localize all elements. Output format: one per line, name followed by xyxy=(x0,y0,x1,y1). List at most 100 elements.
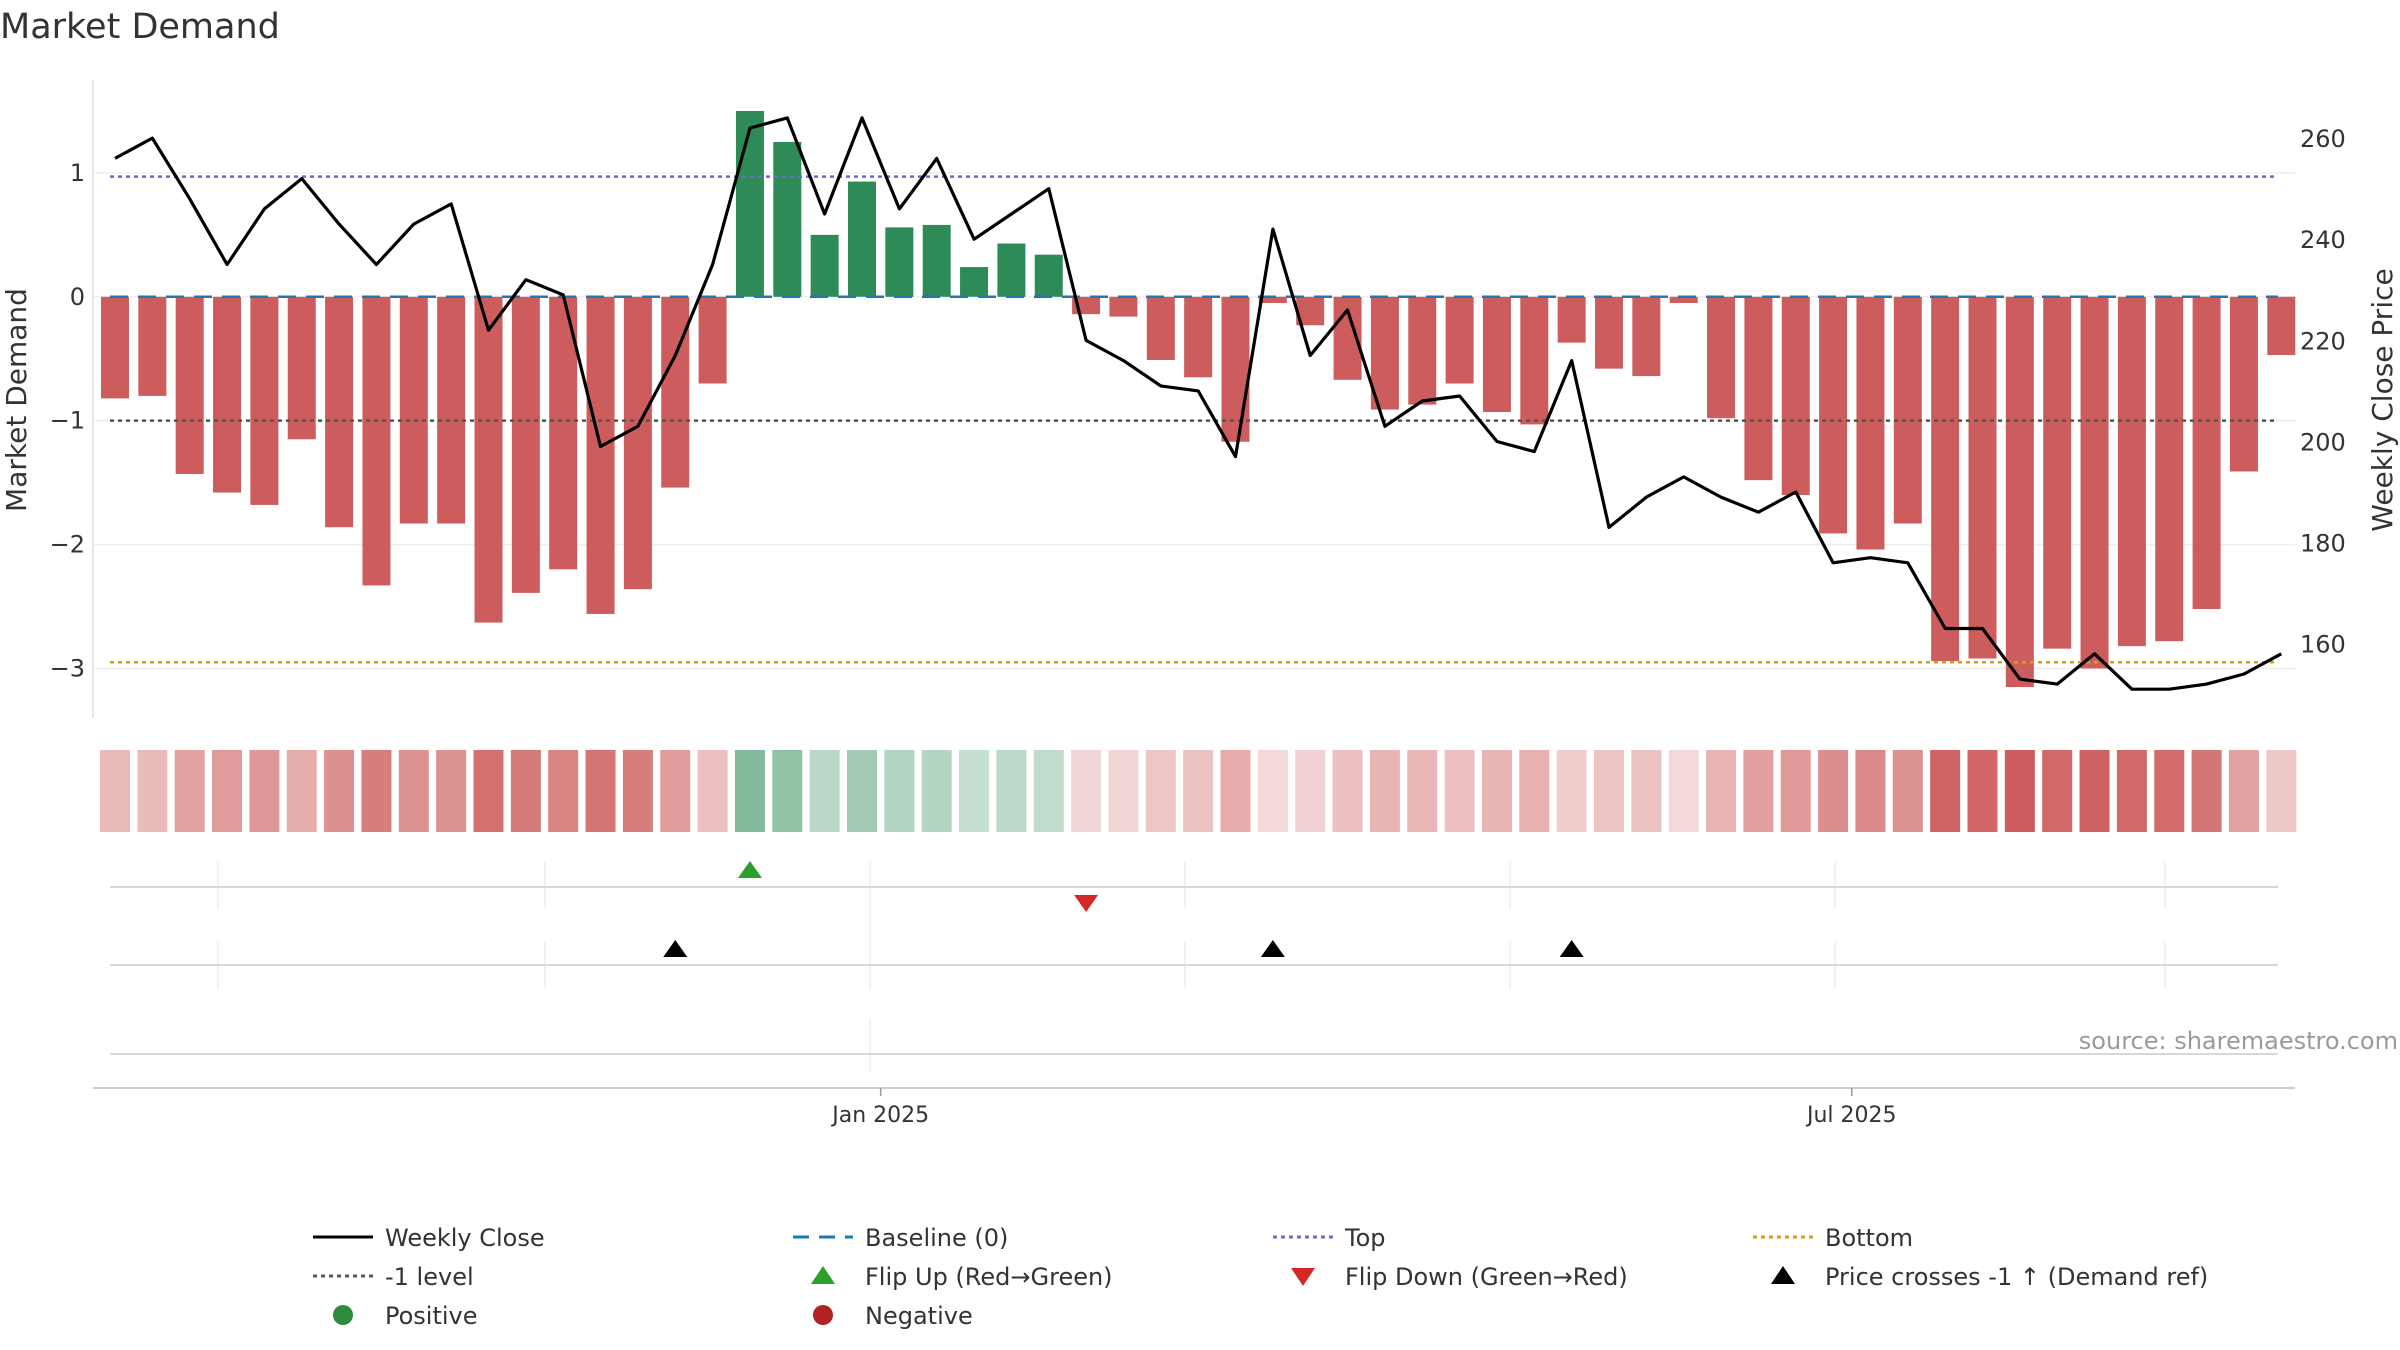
legend-item: Bottom xyxy=(1753,1224,1913,1252)
heat-cell-negative xyxy=(510,750,541,832)
bar-negative xyxy=(1184,296,1213,378)
heat-cell-negative xyxy=(1855,750,1886,832)
y-tick-label: −1 xyxy=(50,407,85,435)
heat-cell-negative xyxy=(1967,750,1998,832)
heat-cell-negative xyxy=(2042,750,2073,832)
chart-title: Market Demand xyxy=(0,7,280,47)
heat-cell-positive xyxy=(847,750,877,832)
heat-cell-negative xyxy=(137,750,168,832)
bar-negative xyxy=(698,296,727,384)
bar-negative xyxy=(362,296,391,586)
heat-cell-negative xyxy=(548,750,579,832)
bar-negative xyxy=(2267,296,2296,356)
bar-negative xyxy=(1595,296,1623,369)
bar-negative xyxy=(1146,296,1175,360)
bar-negative xyxy=(2155,296,2184,642)
reference-lines xyxy=(110,175,2278,664)
bar-negative xyxy=(2117,296,2146,647)
bar-negative xyxy=(1221,296,1250,442)
bar-positive xyxy=(848,181,876,297)
bar-negative xyxy=(399,296,428,524)
legend-item: Top xyxy=(1273,1224,1386,1252)
bar-negative xyxy=(1258,296,1287,303)
y2-tick-label: 220 xyxy=(2300,327,2346,355)
bar-negative xyxy=(1557,296,1586,343)
legend-label: Price crosses -1 ↑ (Demand ref) xyxy=(1825,1263,2208,1291)
heat-cell-negative xyxy=(398,750,429,832)
heat-cell-negative xyxy=(1556,750,1587,832)
legend-label: Flip Up (Red→Green) xyxy=(865,1263,1113,1291)
bar-negative xyxy=(1109,296,1138,317)
legend-item: Flip Down (Green→Red) xyxy=(1291,1263,1628,1291)
bar-negative xyxy=(1482,296,1511,413)
y-tick-label: −2 xyxy=(50,531,85,559)
heat-cell-negative xyxy=(1183,750,1214,832)
legend-label: Positive xyxy=(385,1302,478,1330)
bar-negative xyxy=(1370,296,1399,410)
heat-cell-negative xyxy=(1407,750,1438,832)
heat-cell-positive xyxy=(1033,750,1064,832)
date-axis: Jan 2025 Jul 2025 xyxy=(93,1087,2295,1128)
bar-negative xyxy=(437,296,466,524)
legend-item: Positive xyxy=(333,1302,478,1330)
bar-positive xyxy=(810,234,839,297)
heat-cell-negative xyxy=(2079,750,2110,832)
bar-negative xyxy=(1819,296,1848,534)
bar-negative xyxy=(1893,296,1922,524)
bar-negative xyxy=(511,296,540,593)
bar-negative xyxy=(287,296,316,440)
heat-cell-negative xyxy=(100,750,130,832)
right-axis-ticks: 260 240 220 200 180 160 xyxy=(2300,125,2346,659)
heat-cell-negative xyxy=(1257,750,1288,832)
heat-cell-negative xyxy=(1369,750,1400,832)
source-label: source: sharemaestro.com xyxy=(2079,1027,2398,1055)
bar-negative xyxy=(2192,296,2221,609)
legend-item: Baseline (0) xyxy=(793,1224,1008,1252)
heat-cell-negative xyxy=(361,750,392,832)
bar-negative xyxy=(2005,296,2034,688)
bar-negative xyxy=(213,296,242,493)
heat-cell-negative xyxy=(2004,750,2035,832)
legend-swatch xyxy=(813,1305,833,1325)
heat-cell-negative xyxy=(1930,750,1961,832)
heat-cell-negative xyxy=(1481,750,1512,832)
heat-cell-negative xyxy=(1892,750,1923,832)
heat-cell-negative xyxy=(1519,750,1550,832)
bar-negative xyxy=(549,296,578,570)
heat-cell-negative xyxy=(174,750,205,832)
heat-cell-negative xyxy=(249,750,280,832)
heat-cell-negative xyxy=(212,750,243,832)
legend-label: Top xyxy=(1344,1224,1386,1252)
event-rows xyxy=(110,861,2278,1072)
legend-item: -1 level xyxy=(313,1263,474,1291)
bar-negative xyxy=(1408,296,1437,405)
heat-cell-positive xyxy=(959,750,990,832)
heat-cell-negative xyxy=(1071,750,1102,832)
heat-cell-negative xyxy=(1631,750,1662,832)
legend-swatch xyxy=(1771,1266,1795,1284)
bar-negative xyxy=(1781,296,1810,496)
bar-positive xyxy=(997,243,1026,297)
heat-cell-negative xyxy=(622,750,653,832)
heat-cell-negative xyxy=(1332,750,1363,832)
heat-cell-negative xyxy=(1668,750,1699,832)
bar-negative xyxy=(1445,296,1474,384)
bar-negative xyxy=(101,296,129,399)
bar-negative xyxy=(250,296,279,505)
heat-cell-negative xyxy=(1706,750,1737,832)
y-tick-label: −3 xyxy=(50,654,85,682)
bar-negative xyxy=(325,296,354,528)
heat-cell-negative xyxy=(324,750,355,832)
legend-item: Price crosses -1 ↑ (Demand ref) xyxy=(1771,1263,2208,1291)
heat-cell-negative xyxy=(1108,750,1139,832)
heat-cell-negative xyxy=(2228,750,2259,832)
bar-negative xyxy=(1744,296,1773,481)
legend-item: Weekly Close xyxy=(313,1224,545,1252)
bar-negative xyxy=(1968,296,1997,659)
y-tick-label: 1 xyxy=(70,159,85,187)
legend: Weekly Close Baseline (0) Top Bottom -1 leve… xyxy=(313,1224,2208,1330)
date-tick-label: Jul 2025 xyxy=(1805,1103,1897,1128)
y2-tick-label: 260 xyxy=(2300,125,2346,153)
price-cross-marker xyxy=(1559,940,1584,957)
